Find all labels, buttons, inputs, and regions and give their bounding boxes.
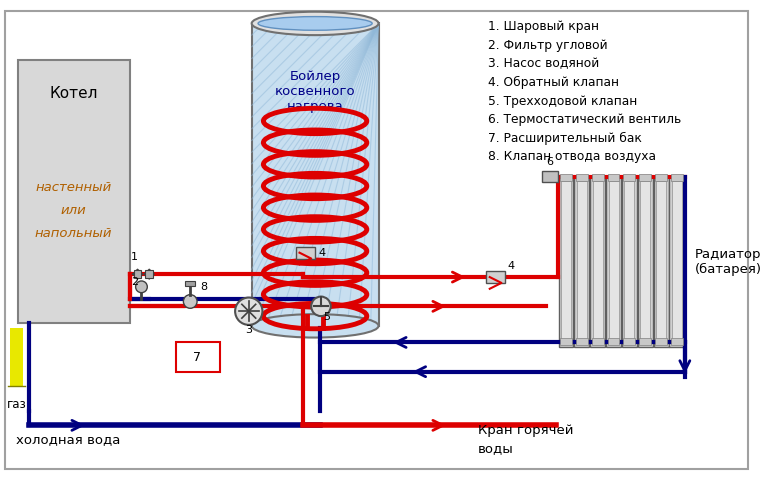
- Bar: [591, 337, 604, 346]
- Text: 1: 1: [131, 252, 138, 263]
- Bar: [18, 60, 130, 323]
- Text: холодная вода: холодная вода: [16, 433, 120, 446]
- Bar: [655, 174, 667, 181]
- Ellipse shape: [252, 12, 378, 35]
- Bar: [672, 181, 682, 342]
- Bar: [576, 174, 587, 181]
- Bar: [543, 171, 558, 182]
- Circle shape: [235, 298, 262, 325]
- Bar: [561, 181, 571, 342]
- Text: 5. Трехходовой клапан: 5. Трехходовой клапан: [488, 95, 637, 108]
- Bar: [145, 270, 153, 278]
- Text: 2: 2: [131, 277, 138, 287]
- Bar: [608, 337, 619, 346]
- Bar: [576, 337, 587, 346]
- Bar: [560, 337, 572, 346]
- Bar: [134, 270, 141, 278]
- Text: Кран горячей
воды: Кран горячей воды: [478, 424, 574, 456]
- Text: 6. Термостатический вентиль: 6. Термостатический вентиль: [488, 113, 681, 126]
- Text: Радиатор
(батарея): Радиатор (батарея): [695, 248, 762, 276]
- Bar: [252, 24, 378, 326]
- Bar: [640, 181, 650, 342]
- Circle shape: [184, 295, 197, 308]
- Bar: [639, 174, 652, 181]
- Bar: [486, 271, 506, 283]
- Bar: [622, 177, 637, 348]
- Bar: [654, 177, 669, 348]
- Text: 7. Расширительный бак: 7. Расширительный бак: [488, 132, 642, 145]
- Text: 4: 4: [507, 261, 514, 271]
- Text: 4: 4: [318, 248, 325, 258]
- Bar: [625, 181, 635, 342]
- Bar: [608, 174, 619, 181]
- Text: настенный
или
напольный: настенный или напольный: [35, 181, 113, 240]
- Text: 1. Шаровый кран: 1. Шаровый кран: [488, 21, 599, 34]
- Bar: [623, 174, 635, 181]
- Bar: [638, 177, 652, 348]
- Text: 5: 5: [323, 312, 330, 322]
- Circle shape: [136, 281, 147, 293]
- Text: 3. Насос водяной: 3. Насос водяной: [488, 58, 599, 71]
- Bar: [591, 174, 604, 181]
- Bar: [577, 181, 587, 342]
- Bar: [593, 181, 603, 342]
- Text: 4. Обратный клапан: 4. Обратный клапан: [488, 76, 619, 89]
- Text: 6: 6: [547, 157, 554, 167]
- Bar: [558, 177, 574, 348]
- FancyArrow shape: [185, 281, 195, 287]
- Bar: [296, 247, 315, 259]
- Ellipse shape: [252, 314, 378, 337]
- Bar: [606, 177, 621, 348]
- Ellipse shape: [258, 17, 372, 30]
- Text: газ: газ: [7, 398, 26, 411]
- Bar: [671, 174, 683, 181]
- Text: 7: 7: [193, 350, 201, 363]
- Bar: [574, 177, 589, 348]
- Bar: [655, 337, 667, 346]
- Bar: [639, 337, 652, 346]
- Text: Котел: Котел: [49, 86, 98, 101]
- Bar: [656, 181, 666, 342]
- Bar: [10, 328, 23, 386]
- Bar: [560, 174, 572, 181]
- Bar: [608, 181, 618, 342]
- Bar: [591, 177, 605, 348]
- Bar: [623, 337, 635, 346]
- Bar: [175, 342, 219, 372]
- Text: 3: 3: [245, 324, 252, 335]
- Text: Бойлер
косвенного
нагрева: Бойлер косвенного нагрева: [275, 70, 355, 113]
- Bar: [671, 337, 683, 346]
- Text: 8. Клапан отвода воздуха: 8. Клапан отвода воздуха: [488, 150, 655, 163]
- Bar: [669, 177, 684, 348]
- Text: 8: 8: [200, 282, 207, 292]
- Circle shape: [311, 297, 330, 316]
- Text: 2. Фильтр угловой: 2. Фильтр угловой: [488, 39, 608, 52]
